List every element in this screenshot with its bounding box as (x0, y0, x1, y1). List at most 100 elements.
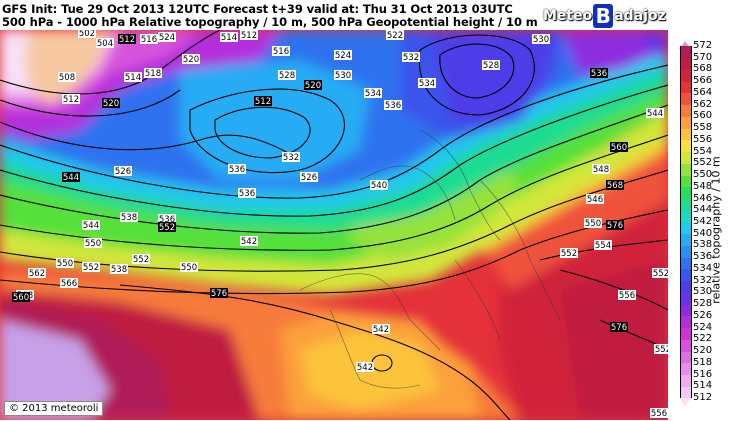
colorbar-tick-label: 524 (693, 321, 713, 333)
svg-text:548: 548 (593, 165, 609, 175)
svg-text:552: 552 (133, 255, 149, 265)
svg-text:520: 520 (103, 99, 119, 109)
svg-text:534: 534 (419, 79, 435, 89)
rt-label: 536 (238, 188, 256, 199)
svg-text:512: 512 (119, 35, 135, 45)
svg-text:530: 530 (533, 35, 549, 45)
rt-label: 528 (278, 70, 296, 81)
colorbar-tick-label: 538 (693, 239, 713, 251)
colorbar-tick-label: 516 (693, 368, 713, 380)
svg-text:540: 540 (371, 181, 387, 191)
colorbar-segment (680, 257, 692, 270)
svg-text:526: 526 (115, 167, 131, 177)
svg-text:528: 528 (483, 61, 499, 71)
rt-label: 508 (58, 72, 76, 83)
colorbar-tick-label: 540 (693, 227, 713, 239)
svg-text:552: 552 (83, 263, 99, 273)
geopotential-contour (0, 169, 668, 272)
rt-label: 556 (618, 290, 636, 301)
greenland-land (25, 30, 110, 105)
colorbar-segment (680, 69, 692, 82)
rt-label: 532 (282, 152, 300, 163)
colorbar-title: relative topography / 10 m (709, 156, 723, 304)
cold-violet-ne (640, 30, 668, 60)
coastline (329, 309, 421, 389)
gh-label: 552 (158, 222, 176, 233)
gh-label: 536 (590, 68, 608, 79)
svg-text:516: 516 (273, 47, 289, 57)
geopotential-contour-low (189, 88, 345, 174)
colorbar-tick-label: 558 (693, 122, 713, 134)
svg-text:514: 514 (125, 73, 141, 83)
colorbar-tick-label: 530 (693, 286, 713, 298)
rt-label: 530 (532, 34, 550, 45)
gh-label: 560 (610, 142, 628, 153)
rt-label: 502 (78, 30, 96, 39)
svg-text:576: 576 (211, 289, 227, 299)
svg-text:518: 518 (145, 69, 161, 79)
rt-label: 512 (62, 94, 80, 105)
rt-label: 532 (402, 52, 420, 63)
rt-label: 550 (584, 218, 602, 229)
colorbar-segment (680, 186, 692, 200)
colorbar-tick-label: 526 (693, 309, 713, 321)
rt-label: 536 (384, 100, 402, 111)
colorbar-tick-label: 544 (693, 204, 713, 216)
svg-text:530: 530 (335, 71, 351, 81)
svg-text:504: 504 (97, 39, 113, 49)
svg-text:508: 508 (59, 73, 75, 83)
svg-text:550: 550 (585, 219, 601, 229)
svg-text:566: 566 (61, 279, 77, 289)
colorbar-tick-label: 512 (693, 392, 713, 403)
rt-label: 542 (240, 236, 258, 247)
rt-label: 550 (180, 262, 198, 273)
rt-label: 518 (144, 68, 162, 79)
rt-label: 516 (272, 46, 290, 57)
rt-label: 526 (114, 166, 132, 177)
rt-label: 524 (158, 32, 176, 43)
colorbar-tick-label: 562 (693, 98, 713, 110)
colorbar-tick-label: 522 (693, 333, 713, 345)
rt-label: 530 (334, 70, 352, 81)
colorbar-tick-label: 514 (693, 380, 713, 392)
colorbar-segment (680, 327, 692, 340)
colorbar-segment (680, 292, 692, 305)
copyright-label: © 2013 meteoroli (4, 401, 104, 416)
rt-label: 528 (482, 60, 500, 71)
rt-label: 538 (120, 212, 138, 223)
weather-map: 502 504 508 512 514 516 520 518 524 514 … (0, 30, 668, 420)
geopotential-contour (0, 84, 668, 217)
svg-text:560: 560 (611, 143, 627, 153)
svg-text:520: 520 (305, 81, 321, 91)
svg-text:536: 536 (229, 165, 245, 175)
svg-text:562: 562 (29, 269, 45, 279)
colorbar-tick-label: 566 (693, 75, 713, 87)
svg-text:512: 512 (255, 97, 271, 107)
warm-band-lavender-sw (0, 320, 110, 420)
colorbar-tick-label: 568 (693, 63, 713, 75)
svg-text:550: 550 (57, 259, 73, 269)
colorbar-tick-label: 536 (693, 251, 713, 263)
colorbar-tick-label: 534 (693, 262, 713, 274)
colorbar-tick-label: 560 (693, 110, 713, 122)
svg-text:542: 542 (373, 325, 389, 335)
svg-text:544: 544 (647, 109, 663, 119)
colorbar-tick-label: 546 (693, 192, 713, 204)
logo-text-meteo: Meteo (543, 8, 593, 24)
rt-label: 552 (654, 344, 668, 355)
rt-label: 538 (110, 264, 128, 275)
rt-label: 548 (592, 164, 610, 175)
svg-text:536: 536 (159, 215, 175, 225)
colorbar-segment (680, 362, 692, 376)
svg-text:534: 534 (365, 89, 381, 99)
rt-label: 552 (132, 254, 150, 265)
rt-label: 526 (300, 172, 318, 183)
colorbar-segment (680, 268, 692, 282)
colorbar-segment (680, 351, 692, 364)
geopotential-contour (559, 269, 668, 311)
colorbar-segment (680, 116, 692, 129)
svg-text:536: 536 (385, 101, 401, 111)
svg-text:552: 552 (655, 345, 668, 355)
colorbar-tick-label: 518 (693, 356, 713, 368)
svg-text:576: 576 (611, 323, 627, 333)
